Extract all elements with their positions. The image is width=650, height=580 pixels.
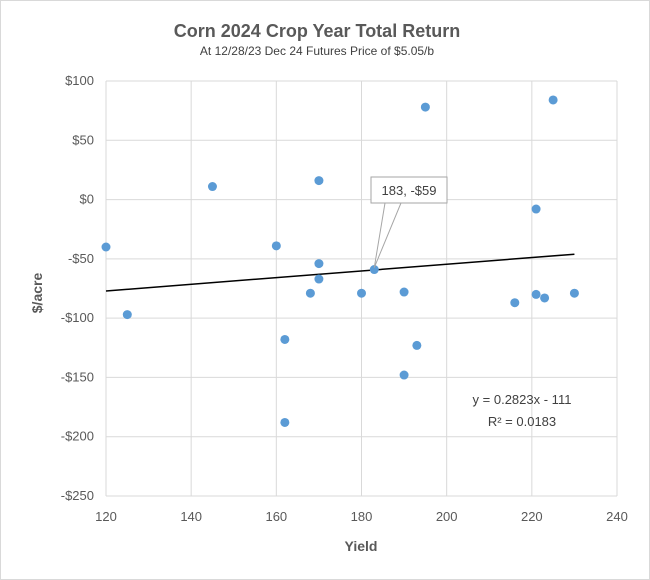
data-point: [420, 102, 430, 112]
callout-pointer: [373, 202, 402, 268]
y-tick-label: $0: [80, 192, 94, 207]
data-point: [305, 288, 315, 298]
x-tick-label: 160: [265, 509, 287, 524]
gridlines: [105, 80, 618, 497]
data-point: [569, 288, 579, 298]
y-tick-label: -$50: [68, 251, 94, 266]
y-axis-label: $/acre: [29, 273, 45, 314]
data-callout: 183, -$59: [370, 176, 448, 268]
chart-title: Corn 2024 Crop Year Total Return: [174, 21, 460, 41]
data-point: [399, 287, 409, 297]
x-tick-label: 240: [606, 509, 628, 524]
data-point: [531, 289, 541, 299]
data-point: [548, 95, 558, 105]
data-point: [314, 274, 324, 284]
y-tick-label: -$200: [61, 429, 94, 444]
trendline-equation: y = 0.2823x - 111: [473, 392, 572, 407]
x-tick-label: 180: [351, 509, 373, 524]
callout-label: 183, -$59: [382, 183, 437, 198]
data-point: [271, 241, 281, 251]
data-point: [280, 334, 290, 344]
x-tick-label: 140: [180, 509, 202, 524]
x-tick-label: 220: [521, 509, 543, 524]
x-tick-label: 200: [436, 509, 458, 524]
trendline: [105, 253, 575, 292]
trendline-r-squared: R² = 0.0183: [488, 414, 556, 429]
data-point: [314, 259, 324, 269]
x-tick-label: 120: [95, 509, 117, 524]
data-point: [412, 340, 422, 350]
data-point: [369, 265, 379, 275]
x-axis-ticks: 120 140 160 180 200 220 240: [95, 509, 628, 524]
y-tick-label: $100: [65, 73, 94, 88]
data-point: [207, 182, 217, 192]
y-tick-label: -$250: [61, 488, 94, 503]
data-point: [531, 204, 541, 214]
y-tick-label: -$100: [61, 310, 94, 325]
chart-subtitle: At 12/28/23 Dec 24 Futures Price of $5.0…: [200, 44, 434, 58]
data-point: [399, 370, 409, 380]
trendline-group: [105, 253, 575, 292]
data-point: [540, 293, 550, 303]
y-tick-label: $50: [72, 132, 94, 147]
data-points: [101, 95, 579, 427]
data-point: [357, 288, 366, 298]
data-point: [314, 176, 324, 186]
y-axis-ticks: $100 $50 $0 -$50 -$100 -$150 -$200 -$250: [61, 73, 94, 503]
data-point: [101, 242, 111, 252]
data-point: [280, 417, 290, 427]
callout-box: [370, 176, 448, 204]
y-tick-label: -$150: [61, 369, 94, 384]
data-point: [510, 298, 520, 308]
data-point: [122, 310, 132, 320]
x-axis-label: Yield: [345, 538, 378, 554]
